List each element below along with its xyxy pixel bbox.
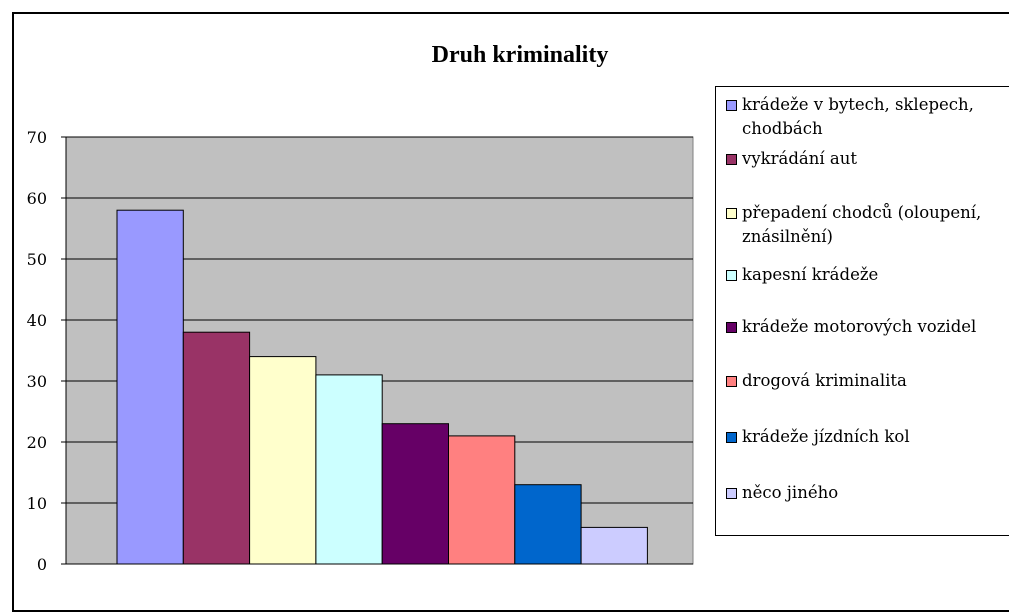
chart-plot: 0 10 20 30 40 50 60 70 <box>27 128 694 574</box>
y-tick-label: 70 <box>27 128 47 147</box>
legend-swatch <box>726 154 737 165</box>
legend-item: vykrádání aut <box>726 147 1009 171</box>
y-tick-label: 30 <box>27 372 47 391</box>
bar <box>315 374 383 565</box>
y-tick-label: 0 <box>37 555 47 574</box>
legend-label: krádeže jízdních kol <box>742 427 910 446</box>
legend-label: krádeže motorových vozidel <box>742 317 977 336</box>
legend-swatch <box>726 432 737 443</box>
legend-swatch <box>726 488 737 499</box>
legend-item: něco jiného <box>726 481 1009 505</box>
legend-item: přepadení chodců (oloupení, znásilnění) <box>726 201 1009 249</box>
legend-swatch <box>726 322 737 333</box>
bar <box>381 423 450 565</box>
y-tick-label: 20 <box>27 433 47 452</box>
bar <box>249 356 317 565</box>
y-tick-label: 40 <box>27 311 47 330</box>
y-tick-label: 50 <box>27 250 47 269</box>
legend-item: kapesní krádeže <box>726 263 1009 287</box>
bar <box>448 435 516 565</box>
legend-swatch <box>726 270 737 281</box>
legend-label: krádeže v bytech, sklepech, chodbách <box>742 95 974 138</box>
legend-label: vykrádání aut <box>742 149 858 168</box>
chart-title: Druh kriminality <box>431 42 609 68</box>
legend-label: přepadení chodců (oloupení, znásilnění) <box>742 203 982 246</box>
bar <box>580 526 648 565</box>
y-tick-label: 60 <box>27 189 47 208</box>
legend-item: krádeže jízdních kol <box>726 425 1009 449</box>
legend-swatch <box>726 376 737 387</box>
legend-item: krádeže v bytech, sklepech, chodbách <box>726 93 1009 141</box>
y-tick-label: 10 <box>27 494 47 513</box>
bar <box>116 209 184 565</box>
legend-label: něco jiného <box>742 483 839 502</box>
legend-swatch <box>726 100 737 111</box>
legend-label: kapesní krádeže <box>742 265 879 284</box>
bar <box>182 331 251 565</box>
chart-legend: krádeže v bytech, sklepech, chodbách vykr… <box>715 86 1009 536</box>
legend-swatch <box>726 208 737 219</box>
bar <box>514 484 582 565</box>
legend-label: drogová kriminalita <box>742 371 907 390</box>
legend-item: drogová kriminalita <box>726 369 1009 393</box>
legend-item: krádeže motorových vozidel <box>726 315 1009 339</box>
